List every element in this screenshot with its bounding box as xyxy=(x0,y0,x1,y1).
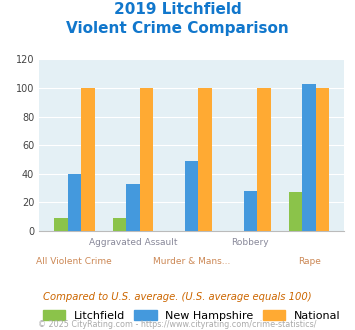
Bar xyxy=(316,88,329,231)
Bar xyxy=(198,88,212,231)
Bar xyxy=(289,192,302,231)
Text: Compared to U.S. average. (U.S. average equals 100): Compared to U.S. average. (U.S. average … xyxy=(43,292,312,302)
Bar xyxy=(81,88,94,231)
Bar xyxy=(54,218,67,231)
Text: Violent Crime Comparison: Violent Crime Comparison xyxy=(66,21,289,36)
Text: Rape: Rape xyxy=(298,257,321,266)
Bar xyxy=(244,191,257,231)
Text: Aggravated Assault: Aggravated Assault xyxy=(89,238,177,247)
Bar xyxy=(257,88,271,231)
Text: © 2025 CityRating.com - https://www.cityrating.com/crime-statistics/: © 2025 CityRating.com - https://www.city… xyxy=(38,320,317,329)
Text: All Violent Crime: All Violent Crime xyxy=(37,257,112,266)
Legend: Litchfield, New Hampshire, National: Litchfield, New Hampshire, National xyxy=(39,305,345,325)
Bar xyxy=(113,218,126,231)
Bar xyxy=(140,88,153,231)
Text: 2019 Litchfield: 2019 Litchfield xyxy=(114,2,241,16)
Text: Murder & Mans...: Murder & Mans... xyxy=(153,257,230,266)
Bar xyxy=(67,174,81,231)
Bar xyxy=(126,184,140,231)
Bar xyxy=(302,84,316,231)
Bar xyxy=(185,161,198,231)
Text: Robbery: Robbery xyxy=(231,238,269,247)
